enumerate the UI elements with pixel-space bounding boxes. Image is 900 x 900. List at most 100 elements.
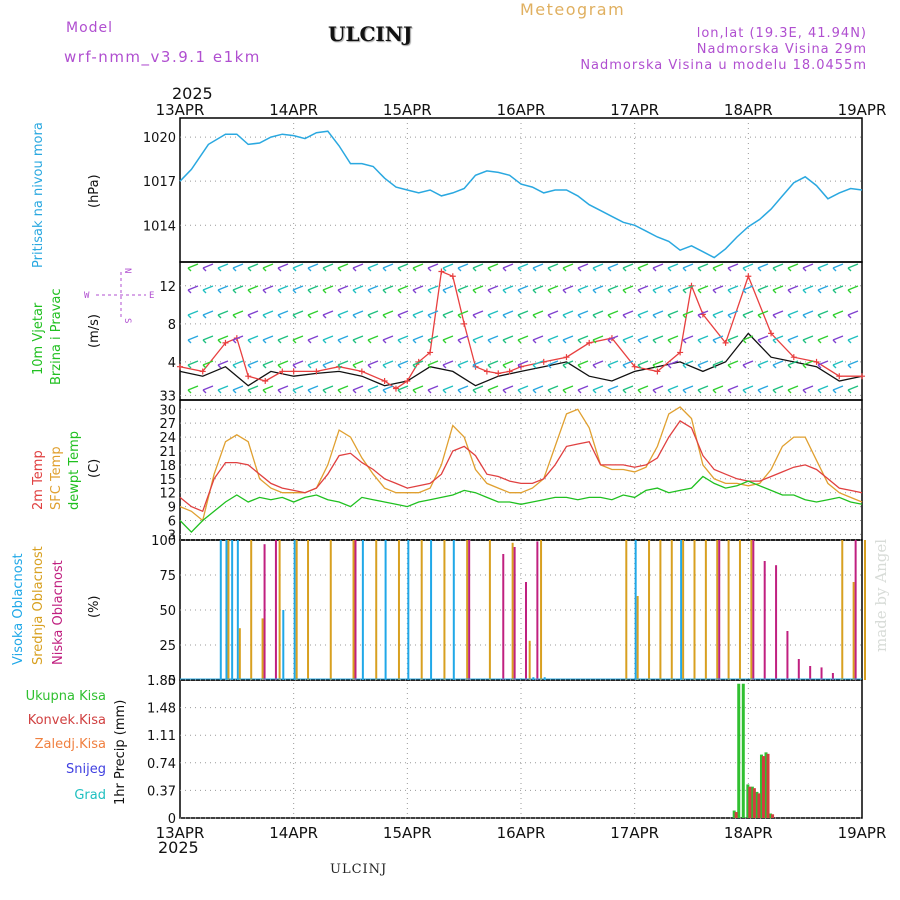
cloud-bar-0 bbox=[236, 540, 239, 680]
wind-barb bbox=[622, 263, 634, 272]
wind-barb bbox=[682, 285, 694, 294]
wind-barb bbox=[337, 310, 349, 319]
time-tick-top-18APR: 18APR bbox=[724, 101, 773, 119]
compass-e: E bbox=[149, 291, 154, 301]
wind-barb bbox=[697, 310, 709, 319]
wind-barb bbox=[832, 310, 844, 319]
wind-barb bbox=[847, 310, 859, 319]
wind-barb bbox=[682, 385, 694, 394]
wind-speed-marker bbox=[222, 339, 229, 346]
wind-barb bbox=[787, 385, 799, 394]
y-tick-label: 6 bbox=[168, 515, 176, 530]
wind-barb bbox=[262, 285, 274, 294]
wind-barb bbox=[592, 385, 604, 394]
pressure-unit: (hPa) bbox=[87, 174, 102, 208]
wind-barb bbox=[367, 385, 379, 394]
wind-barb bbox=[352, 360, 364, 369]
time-tick-top-14APR: 14APR bbox=[269, 101, 318, 119]
cloud-bar-1 bbox=[540, 540, 543, 680]
wind-barb bbox=[472, 335, 484, 344]
wind-barb bbox=[322, 310, 334, 319]
wind-speed-marker bbox=[358, 368, 365, 375]
wind-speed-marker bbox=[262, 377, 269, 384]
wind-barb bbox=[232, 335, 244, 344]
time-tick-bottom-14APR: 14APR bbox=[269, 824, 318, 842]
wind-barb bbox=[742, 263, 754, 272]
wind-barb bbox=[217, 360, 229, 369]
wind-barb bbox=[532, 285, 544, 294]
wind-barb bbox=[337, 263, 349, 272]
cloud-bar-1 bbox=[278, 540, 281, 680]
wind-barb bbox=[337, 360, 349, 369]
wind-barb bbox=[397, 385, 409, 394]
wind-barb bbox=[637, 360, 649, 369]
time-tick-bottom-15APR: 15APR bbox=[383, 824, 432, 842]
wind-barb bbox=[382, 335, 394, 344]
time-tick-bottom-18APR: 18APR bbox=[724, 824, 773, 842]
wind-barb bbox=[217, 263, 229, 272]
wind-barb bbox=[217, 385, 229, 394]
wind-barb bbox=[517, 263, 529, 272]
wind-barb bbox=[547, 263, 559, 272]
wind-speed-marker bbox=[813, 358, 820, 365]
cloud-bar-1 bbox=[443, 540, 446, 680]
wind-barb bbox=[787, 285, 799, 294]
footer-station: ULCINJ bbox=[330, 862, 388, 877]
cloud-bar-1 bbox=[625, 540, 628, 680]
wind-barb bbox=[517, 360, 529, 369]
y-tick-label: 0.37 bbox=[147, 784, 176, 799]
wind-barb bbox=[202, 310, 214, 319]
precip-bar-1 bbox=[752, 788, 756, 818]
wind-barb bbox=[622, 385, 634, 394]
cloud-bar-1 bbox=[659, 540, 662, 680]
cloud-bar-1 bbox=[693, 540, 696, 680]
wind-barb bbox=[262, 385, 274, 394]
wind-barb bbox=[637, 263, 649, 272]
wind-barb bbox=[322, 335, 334, 344]
wind-barb bbox=[712, 335, 724, 344]
wind-barb bbox=[187, 335, 199, 344]
wind-speed-line bbox=[179, 270, 862, 390]
wind-barb bbox=[772, 263, 784, 272]
wind-barb bbox=[532, 335, 544, 344]
wind-barb bbox=[562, 285, 574, 294]
wind-barb bbox=[667, 335, 679, 344]
wind-barb bbox=[727, 360, 739, 369]
wind-barb bbox=[802, 360, 814, 369]
wind-barb bbox=[472, 263, 484, 272]
cloud-bar-1 bbox=[750, 540, 753, 680]
wind-speed-marker bbox=[495, 370, 502, 377]
wind-barb bbox=[307, 263, 319, 272]
wind-barb bbox=[412, 385, 424, 394]
wind-barb bbox=[607, 335, 619, 344]
cloud-bar-0 bbox=[361, 540, 364, 680]
cloud-bar-1 bbox=[488, 540, 491, 680]
wind-speed-marker bbox=[483, 368, 490, 375]
wind-barb bbox=[817, 360, 829, 369]
wind-barb bbox=[232, 385, 244, 394]
precip-bar-0 bbox=[769, 813, 773, 818]
wind-barb bbox=[412, 335, 424, 344]
wind-speed-marker bbox=[768, 330, 775, 337]
cloud-bar-1 bbox=[704, 540, 707, 680]
wind-barb bbox=[697, 285, 709, 294]
wind-speed-marker bbox=[586, 339, 593, 346]
precip-legend-snow: Snijeg bbox=[66, 762, 106, 777]
wind-barb bbox=[847, 285, 859, 294]
pressure-label: Pritisak na nivou mora bbox=[31, 122, 46, 268]
cloud-bar-2 bbox=[274, 540, 277, 680]
time-tick-bottom-13APR: 13APR bbox=[156, 824, 205, 842]
cloud-bar-1 bbox=[397, 540, 400, 680]
wind-barb bbox=[352, 263, 364, 272]
wind-barb bbox=[577, 360, 589, 369]
cloud-bar-0 bbox=[293, 540, 296, 680]
wind-speed-marker bbox=[722, 339, 729, 346]
wind-barb bbox=[832, 335, 844, 344]
wind-barb bbox=[457, 310, 469, 319]
wind-barb bbox=[232, 263, 244, 272]
wind-barb bbox=[502, 385, 514, 394]
y-tick-label: 0.74 bbox=[147, 757, 176, 772]
wind-barb bbox=[727, 310, 739, 319]
wind-barb bbox=[667, 285, 679, 294]
wind-barb bbox=[382, 285, 394, 294]
